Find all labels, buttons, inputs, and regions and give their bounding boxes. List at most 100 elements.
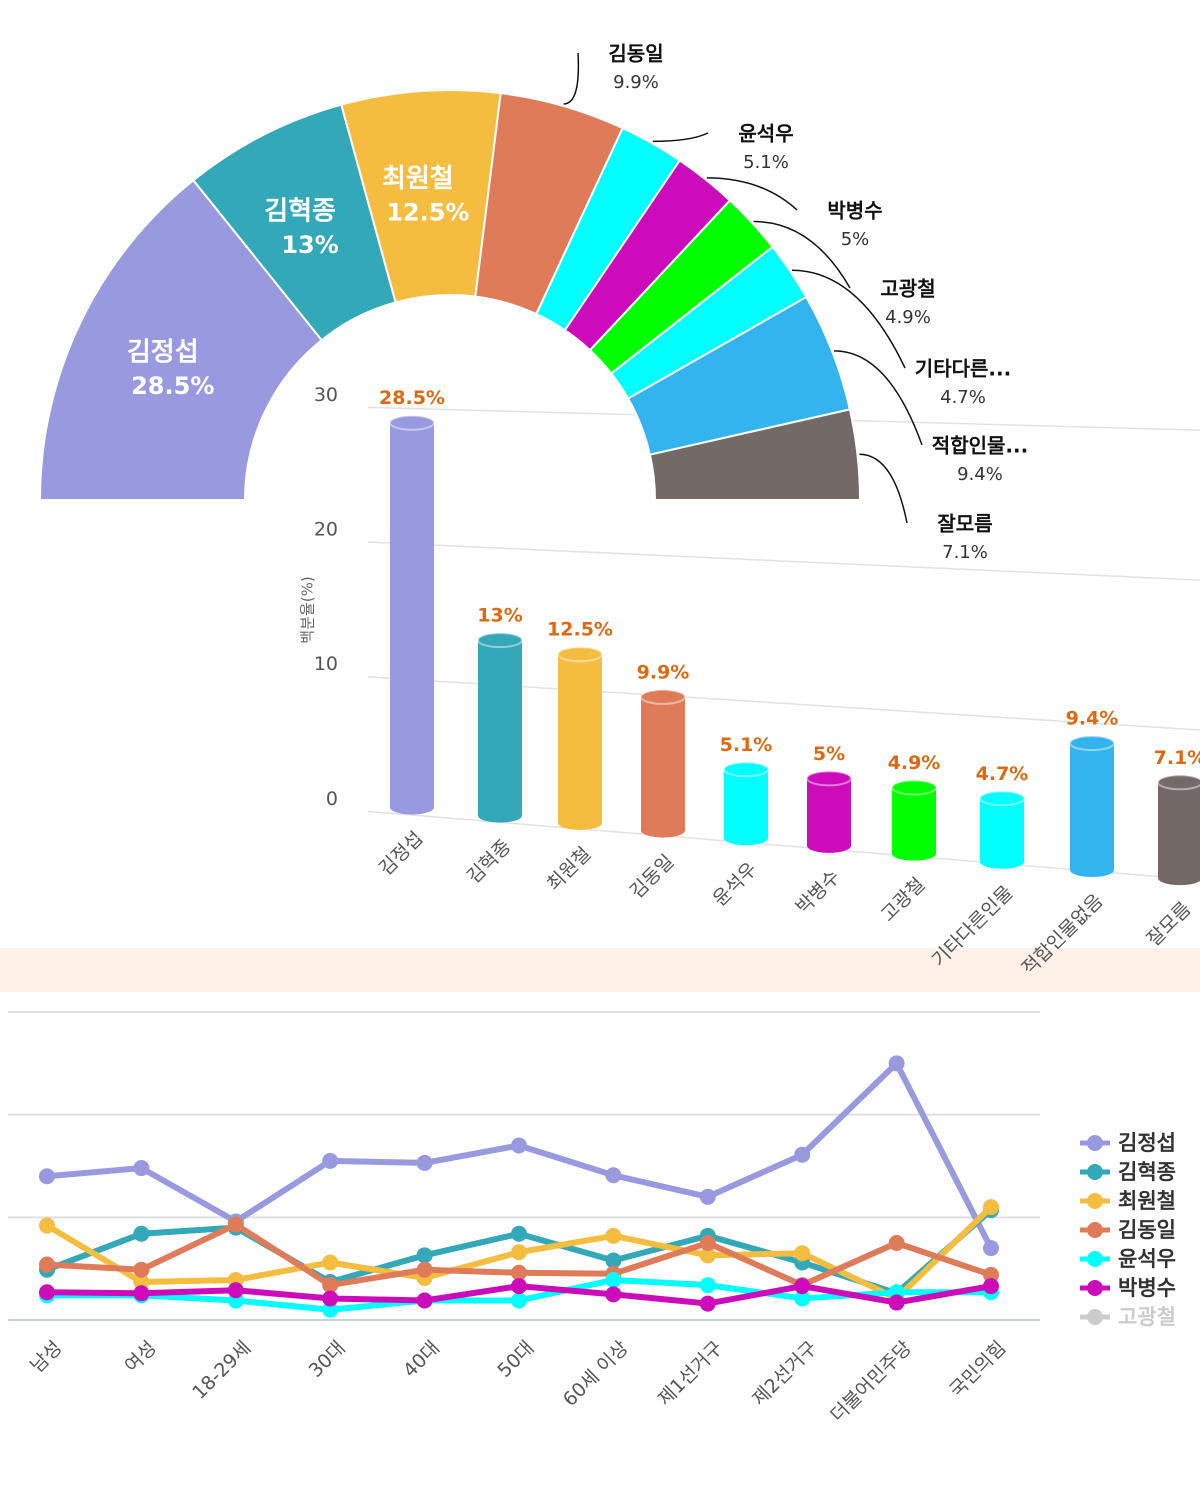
point bbox=[794, 1278, 811, 1295]
data-label: 5% bbox=[813, 743, 845, 765]
point bbox=[983, 1199, 999, 1216]
cylinder-top bbox=[1157, 774, 1200, 791]
legend-marker bbox=[1087, 1251, 1103, 1267]
legend-label: 최원철 bbox=[1118, 1189, 1176, 1213]
point bbox=[794, 1146, 811, 1163]
bar bbox=[1070, 743, 1114, 871]
slice-value: 5% bbox=[841, 229, 870, 250]
x-tick-label: 60세 이상 bbox=[559, 1337, 633, 1411]
point bbox=[133, 1225, 150, 1242]
point bbox=[39, 1284, 55, 1301]
point bbox=[888, 1055, 905, 1072]
y-tick-label: 0 bbox=[326, 788, 338, 810]
grid-line bbox=[367, 810, 1200, 881]
cylinder-top bbox=[1069, 735, 1115, 752]
data-label: 4.7% bbox=[976, 763, 1029, 785]
point bbox=[605, 1252, 622, 1269]
legend-item[interactable]: 김정섭 bbox=[1080, 1131, 1176, 1155]
legend-label: 고광철 bbox=[1118, 1305, 1176, 1329]
point bbox=[511, 1244, 527, 1261]
bar bbox=[390, 422, 434, 808]
point bbox=[322, 1301, 339, 1318]
point bbox=[39, 1256, 55, 1273]
point bbox=[794, 1245, 811, 1262]
legend-label: 김동일 bbox=[1118, 1218, 1176, 1242]
point bbox=[511, 1278, 527, 1295]
point bbox=[133, 1285, 150, 1302]
x-tick-label: 남성 bbox=[26, 1337, 66, 1377]
point bbox=[511, 1264, 527, 1281]
legend-item[interactable]: 박병수 bbox=[1080, 1276, 1176, 1300]
point bbox=[605, 1271, 622, 1288]
leader-line bbox=[706, 177, 798, 211]
legend-item[interactable]: 윤석우 bbox=[1080, 1247, 1176, 1271]
slice-value: 7.1% bbox=[942, 542, 988, 563]
point bbox=[133, 1274, 150, 1291]
leader-line bbox=[652, 132, 709, 143]
point bbox=[983, 1266, 999, 1283]
grid-line bbox=[367, 541, 1200, 581]
series-line bbox=[46, 1060, 994, 1250]
data-label: 28.5% bbox=[379, 387, 445, 409]
point bbox=[133, 1261, 150, 1278]
legend-label: 김혁종 bbox=[1118, 1160, 1176, 1184]
slice-value: 12.5% bbox=[386, 198, 469, 226]
point bbox=[983, 1240, 999, 1257]
leader-line bbox=[563, 52, 580, 105]
band bbox=[0, 948, 1200, 992]
bar bbox=[807, 778, 851, 846]
slice-value: 28.5% bbox=[131, 372, 214, 400]
data-label: 7.1% bbox=[1154, 747, 1200, 769]
data-label: 9.4% bbox=[1066, 708, 1119, 730]
cylinder-top bbox=[806, 770, 852, 787]
legend-item[interactable]: 최원철 bbox=[1080, 1189, 1176, 1213]
legend-item[interactable]: 고광철 bbox=[1080, 1305, 1176, 1329]
slice-label: 잘모름 bbox=[937, 512, 992, 536]
legend-marker bbox=[1087, 1193, 1103, 1209]
slice-label: 김혁종 bbox=[264, 197, 336, 227]
point bbox=[416, 1261, 433, 1278]
slice-value: 4.7% bbox=[940, 387, 986, 408]
point bbox=[699, 1247, 716, 1264]
legend-label: 김정섭 bbox=[1118, 1131, 1176, 1155]
point bbox=[227, 1282, 244, 1299]
point bbox=[699, 1235, 716, 1251]
point bbox=[511, 1137, 527, 1154]
y-tick-label: 20 bbox=[314, 519, 338, 541]
legend-marker bbox=[1087, 1309, 1103, 1325]
point bbox=[322, 1254, 339, 1271]
legend-item[interactable]: 김동일 bbox=[1080, 1218, 1176, 1242]
point bbox=[39, 1217, 55, 1234]
slice-value: 4.9% bbox=[885, 307, 931, 328]
slice-value: 5.1% bbox=[743, 152, 789, 173]
bar bbox=[641, 696, 685, 831]
leader-line bbox=[791, 269, 906, 369]
point bbox=[699, 1277, 716, 1294]
cylinder-top bbox=[723, 761, 769, 778]
leader-line bbox=[859, 453, 908, 524]
leader-line bbox=[834, 350, 923, 446]
legend-item[interactable]: 김혁종 bbox=[1080, 1160, 1176, 1184]
bar bbox=[724, 769, 768, 839]
x-tick-label: 제1선거구 bbox=[654, 1337, 728, 1411]
point bbox=[699, 1295, 716, 1312]
point bbox=[511, 1292, 527, 1309]
bar bbox=[980, 798, 1024, 862]
x-tick-label: 최원철 bbox=[543, 843, 596, 896]
point bbox=[699, 1188, 716, 1205]
cylinder-top bbox=[389, 414, 435, 431]
data-label: 13% bbox=[477, 605, 522, 627]
point bbox=[983, 1278, 999, 1295]
data-label: 5.1% bbox=[720, 734, 773, 756]
slice-label: 김정섭 bbox=[127, 338, 199, 368]
point bbox=[39, 1168, 55, 1185]
slice-label: 김동일 bbox=[608, 42, 663, 66]
legend-marker bbox=[1087, 1135, 1103, 1151]
cylinder-top bbox=[979, 790, 1025, 807]
point bbox=[227, 1216, 244, 1233]
x-tick-label: 40대 bbox=[399, 1337, 444, 1382]
leader-line bbox=[753, 220, 851, 289]
x-tick-label: 더불어민주당 bbox=[826, 1337, 916, 1427]
